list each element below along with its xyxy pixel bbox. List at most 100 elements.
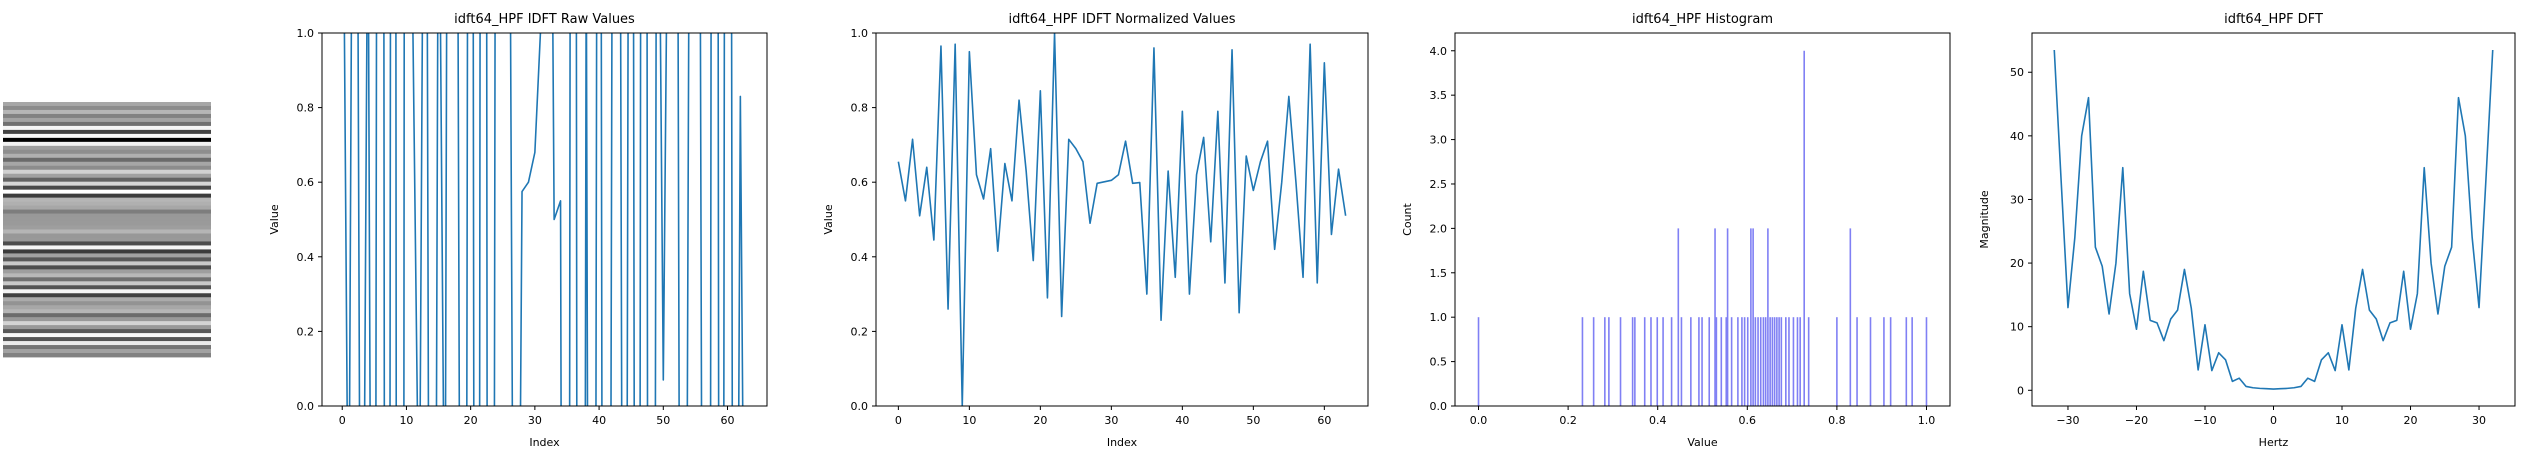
stripe-row — [3, 125, 211, 131]
x-tick-label: 0.6 — [1739, 414, 1757, 427]
y-tick-label: 0.8 — [297, 102, 315, 115]
stripe-row — [3, 333, 211, 338]
histogram-bar — [1780, 317, 1783, 406]
histogram-bar — [1592, 317, 1595, 406]
y-tick-label: 30 — [2010, 193, 2024, 206]
histogram-bar — [1911, 317, 1913, 406]
x-tick-label: 20 — [2404, 414, 2418, 427]
stripe-row — [3, 253, 211, 258]
stripe-row — [3, 233, 211, 238]
x-tick-label: 30 — [2472, 414, 2486, 427]
y-axis-label: Value — [822, 204, 835, 234]
histogram-bar — [1771, 317, 1774, 406]
histogram-bar — [1677, 228, 1680, 406]
histogram-bar — [1925, 317, 1928, 406]
histogram-bar — [1792, 317, 1795, 406]
histogram-bar — [1619, 317, 1622, 406]
histogram-bar — [1757, 317, 1759, 406]
stripe-row — [3, 353, 211, 358]
histogram-bar — [1785, 317, 1787, 406]
stripe-row — [3, 337, 211, 342]
stripe-row — [3, 197, 211, 203]
y-tick-label: 50 — [2010, 66, 2024, 79]
stripe-row — [3, 329, 211, 334]
histogram-bar — [1750, 228, 1752, 406]
y-tick-label: 0.2 — [297, 325, 315, 338]
x-tick-label: −20 — [2125, 414, 2148, 427]
stripe-row — [3, 105, 211, 111]
stripe-row — [3, 225, 211, 230]
histogram-bar — [1767, 228, 1769, 406]
histogram-bar — [1796, 317, 1799, 406]
histogram-bar — [1849, 228, 1852, 406]
idft-stripe-image — [3, 102, 211, 358]
stripe-row — [3, 341, 211, 346]
histogram-bar — [1701, 317, 1703, 406]
x-tick-label: 40 — [1175, 414, 1189, 427]
stripe-row — [3, 121, 211, 127]
stripe-row — [3, 133, 211, 139]
y-tick-label: 0.0 — [851, 400, 869, 413]
y-tick-label: 0.8 — [851, 102, 869, 115]
stripe-row — [3, 293, 211, 298]
stripe-row — [3, 349, 211, 354]
histogram-bar — [1634, 317, 1636, 406]
histogram-bar — [1650, 317, 1652, 406]
stripe-row — [3, 301, 211, 306]
y-tick-label: 40 — [2010, 130, 2024, 143]
histogram-bar — [1746, 317, 1749, 406]
histogram-bar — [1608, 317, 1610, 406]
y-tick-label: 0.0 — [297, 400, 315, 413]
histogram-bar — [1730, 317, 1733, 406]
x-axis-label: Hertz — [2259, 436, 2289, 449]
x-tick-label: 60 — [1317, 414, 1331, 427]
y-tick-label: 1.0 — [1430, 311, 1448, 324]
stripe-row — [3, 161, 211, 167]
y-tick-label: 0 — [2017, 384, 2024, 397]
x-tick-label: 40 — [592, 414, 606, 427]
stripe-row — [3, 173, 211, 179]
stripe-row — [3, 245, 211, 250]
y-axis-label: Value — [268, 204, 281, 234]
stripe-row — [3, 269, 211, 274]
y-tick-label: 10 — [2010, 321, 2024, 334]
stripe-row — [3, 189, 211, 195]
y-tick-label: 2.0 — [1430, 222, 1448, 235]
y-tick-label: 0.6 — [297, 176, 315, 189]
stripe-row — [3, 285, 211, 290]
chart-dft: −30 −20 −10 0 10 20 30 0 10 20 30 40 50 idft64_HPF DF… — [1978, 12, 2516, 449]
stripe-row — [3, 129, 211, 135]
x-tick-label: 0 — [339, 414, 346, 427]
x-tick-label: 10 — [399, 414, 413, 427]
y-axis-label: Count — [1401, 202, 1414, 235]
stripe-row — [3, 261, 211, 266]
y-tick-label: 0.6 — [851, 176, 869, 189]
histogram-bar — [1631, 317, 1634, 406]
histogram-bar — [1762, 317, 1765, 406]
stripe-row — [3, 345, 211, 350]
stripe-row — [3, 313, 211, 318]
histogram-bar — [1883, 317, 1885, 406]
stripe-row — [3, 169, 211, 175]
histogram-bar — [1604, 317, 1606, 406]
x-tick-label: 10 — [2335, 414, 2349, 427]
stripe-row — [3, 317, 211, 322]
stripe-row — [3, 165, 211, 171]
histogram-bar — [1759, 317, 1762, 406]
stripe-row — [3, 117, 211, 123]
x-tick-label: 50 — [656, 414, 670, 427]
histogram-bar — [1836, 317, 1838, 406]
stripe-row — [3, 241, 211, 246]
chart-histogram: 0.0 0.2 0.4 0.6 0.8 1.0 0.0 0.5 1.0 1.5 2.0 2.5 3.0 3… — [1401, 12, 1951, 449]
stripe-row — [3, 281, 211, 286]
stripe-row — [3, 273, 211, 278]
y-tick-label: 0.5 — [1430, 356, 1448, 369]
histogram-bar — [1773, 317, 1776, 406]
x-tick-label: 10 — [962, 414, 976, 427]
x-tick-label: 1.0 — [1918, 414, 1936, 427]
x-tick-label: 0.8 — [1828, 414, 1846, 427]
histogram-bar — [1869, 317, 1872, 406]
axes-spines — [875, 32, 1369, 407]
histogram-bar — [1581, 317, 1584, 406]
